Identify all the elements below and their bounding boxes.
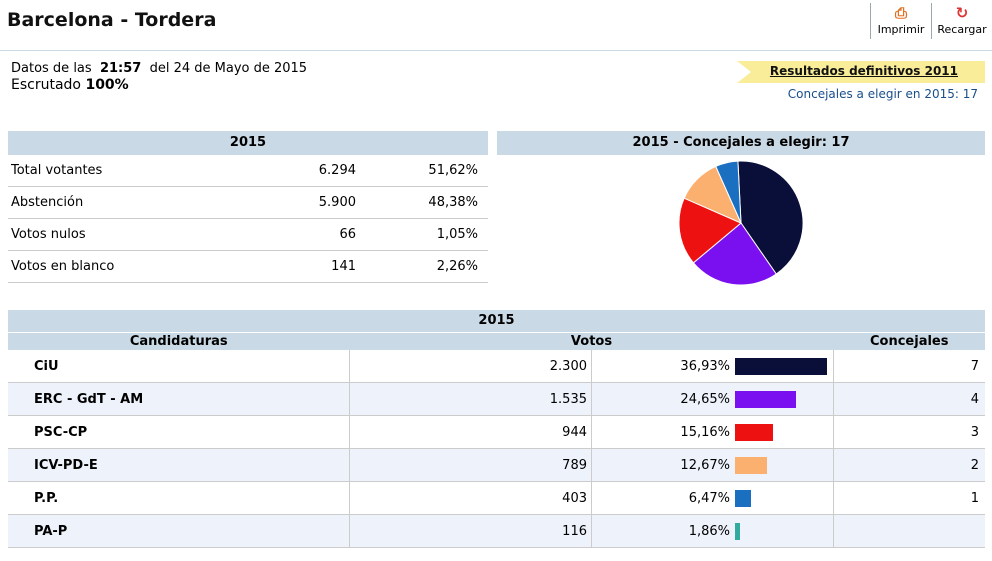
toolbar: ⎙ Imprimir ↻ Recargar <box>870 3 992 39</box>
party-votes: 944 <box>349 415 592 449</box>
printer-icon: ⎙ <box>894 4 907 22</box>
pie-slice <box>678 197 742 264</box>
col-candidaturas: Candidaturas <box>8 333 350 350</box>
results-row: PSC-CP 944 15,16% 3 <box>8 415 985 449</box>
summary-row: Abstención 5.900 48,38% <box>8 186 488 219</box>
pie-header: 2015 - Concejales a elegir: 17 <box>497 131 985 155</box>
results-row: ERC - GdT - AM 1.535 24,65% 4 <box>8 382 985 416</box>
party-seats <box>833 514 985 548</box>
party-vote-bar <box>735 489 751 507</box>
reload-button[interactable]: ↻ Recargar <box>931 3 992 39</box>
summary-pct: 2,26% <box>358 250 488 283</box>
seats-pie-chart <box>678 160 804 286</box>
summary-row: Votos nulos 66 1,05% <box>8 218 488 251</box>
party-bar-cell <box>733 382 834 416</box>
party-name: PA-P <box>8 514 350 548</box>
party-name: ERC - GdT - AM <box>8 382 350 416</box>
party-vote-bar <box>735 522 740 540</box>
results-caption: 2015 <box>8 310 985 333</box>
party-bar-cell <box>733 350 834 383</box>
party-seats: 7 <box>833 350 985 383</box>
summary-row: Total votantes 6.294 51,62% <box>8 155 488 187</box>
results-row: P.P. 403 6,47% 1 <box>8 481 985 515</box>
summary-pct: 48,38% <box>358 186 488 219</box>
summary-value: 6.294 <box>236 155 358 187</box>
results-section: 2015 Candidaturas Votos Concejales CiU 2.… <box>8 310 985 548</box>
reload-icon: ↻ <box>955 4 969 22</box>
party-name: ICV-PD-E <box>8 448 350 482</box>
pie-slice <box>692 222 777 286</box>
party-vote-bar <box>735 423 773 441</box>
print-label: Imprimir <box>877 23 925 36</box>
party-name: CiU <box>8 350 350 383</box>
party-name: P.P. <box>8 481 350 515</box>
summary-label: Votos nulos <box>8 218 236 251</box>
party-vote-bar <box>735 456 767 474</box>
pie-slice <box>715 160 742 224</box>
party-votes: 789 <box>349 448 592 482</box>
summary-header: 2015 <box>8 131 488 155</box>
party-bar-cell <box>733 481 834 515</box>
party-votes: 116 <box>349 514 592 548</box>
pie-slice <box>737 160 804 275</box>
party-pct: 6,47% <box>591 481 733 515</box>
results-row: PA-P 116 1,86% <box>8 514 985 548</box>
concejales-note: Concejales a elegir en 2015: 17 <box>787 87 978 101</box>
results-2011-link[interactable]: Resultados definitivos 2011 <box>769 64 958 78</box>
party-votes: 1.535 <box>349 382 592 416</box>
summary-value: 66 <box>236 218 358 251</box>
page-title: Barcelona - Tordera <box>7 9 217 31</box>
data-info: Datos de las 21:57 del 24 de Mayo de 201… <box>11 60 307 94</box>
reload-label: Recargar <box>937 23 987 36</box>
results-row: ICV-PD-E 789 12,67% 2 <box>8 448 985 482</box>
escrutado: Escrutado 100% <box>11 77 129 93</box>
summary-value: 141 <box>236 250 358 283</box>
col-votos: Votos <box>349 333 834 350</box>
party-seats: 2 <box>833 448 985 482</box>
party-pct: 15,16% <box>591 415 733 449</box>
summary-label: Total votantes <box>8 155 236 187</box>
summary-label: Votos en blanco <box>8 250 236 283</box>
col-concejales: Concejales <box>833 333 985 350</box>
party-pct: 12,67% <box>591 448 733 482</box>
party-pct: 24,65% <box>591 382 733 416</box>
party-vote-bar <box>735 390 796 408</box>
summary-label: Abstención <box>8 186 236 219</box>
escrutado-value: 100% <box>85 77 129 93</box>
party-bar-cell <box>733 448 834 482</box>
party-seats: 3 <box>833 415 985 449</box>
summary-table: Total votantes 6.294 51,62% Abstención 5.900… <box>8 155 488 283</box>
print-button[interactable]: ⎙ Imprimir <box>870 3 931 39</box>
party-votes: 2.300 <box>349 350 592 383</box>
party-bar-cell <box>733 514 834 548</box>
party-vote-bar <box>735 357 827 375</box>
party-pct: 36,93% <box>591 350 733 383</box>
data-timestamp: Datos de las 21:57 del 24 de Mayo de 201… <box>11 61 308 76</box>
summary-pct: 51,62% <box>358 155 488 187</box>
results-row: CiU 2.300 36,93% 7 <box>8 350 985 383</box>
page-header: Barcelona - Tordera ⎙ Imprimir ↻ Recarga… <box>0 0 992 51</box>
results-2011-banner: Resultados definitivos 2011 <box>737 61 985 83</box>
party-name: PSC-CP <box>8 415 350 449</box>
data-time: 21:57 <box>99 61 142 76</box>
party-bar-cell <box>733 415 834 449</box>
party-seats: 1 <box>833 481 985 515</box>
summary-value: 5.900 <box>236 186 358 219</box>
party-pct: 1,86% <box>591 514 733 548</box>
results-table: Candidaturas Votos Concejales CiU 2.300 36… <box>8 333 985 548</box>
summary-row: Votos en blanco 141 2,26% <box>8 250 488 283</box>
summary-pct: 1,05% <box>358 218 488 251</box>
party-votes: 403 <box>349 481 592 515</box>
party-seats: 4 <box>833 382 985 416</box>
